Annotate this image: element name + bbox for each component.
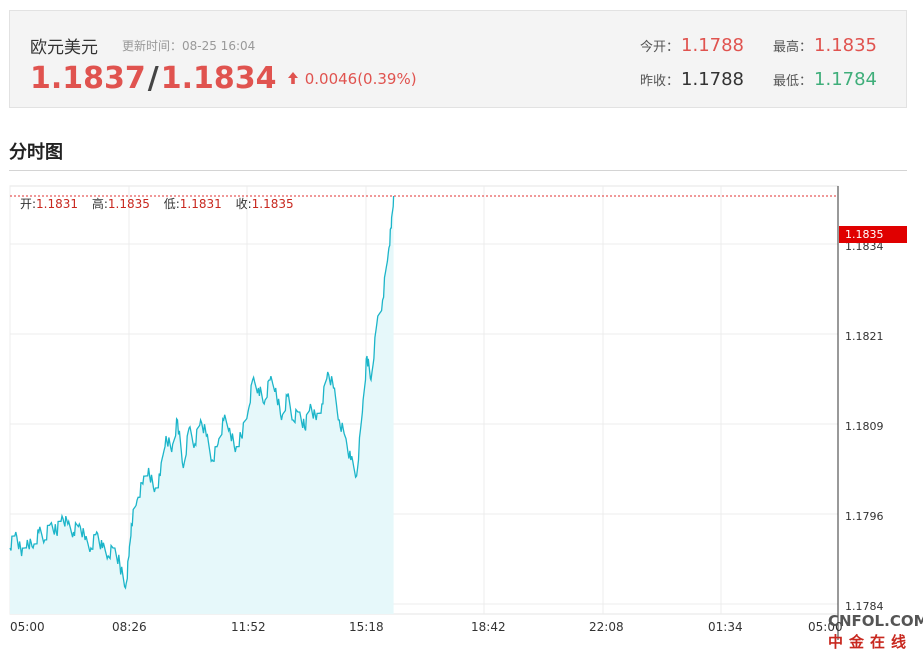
ohlc-low-value: 1.1831 — [179, 197, 222, 211]
y-tick-label: 1.1809 — [845, 420, 884, 433]
bid-price: 1.1837 — [30, 61, 146, 96]
stat-prev-close: 昨收： 1.1788 — [640, 69, 744, 90]
low-label: 最低： — [773, 74, 813, 89]
high-value: 1.1835 — [814, 35, 877, 56]
x-tick-label: 01:34 — [708, 620, 743, 634]
price-line: 1.1837/1.1834 0.0046(0.39%) — [30, 61, 417, 97]
x-tick-label: 18:42 — [471, 620, 506, 634]
update-time: 更新时间：08-25 16:04 — [122, 39, 256, 53]
prev-close-label: 昨收： — [640, 74, 680, 89]
x-tick-label: 11:52 — [231, 620, 266, 634]
price-separator: / — [147, 61, 159, 96]
y-tick-label: 1.1821 — [845, 330, 884, 343]
ohlc-high-label: 高: — [91, 197, 108, 211]
section-divider — [9, 170, 907, 171]
ask-price: 1.1834 — [160, 61, 277, 96]
x-tick-label: 08:26 — [112, 620, 147, 634]
cnfol-watermark: CNFOL.COM 中金在线 — [826, 612, 923, 651]
stat-today-open: 今开： 1.1788 — [640, 35, 744, 56]
ohlc-high-value: 1.1835 — [107, 197, 150, 211]
ohlc-close-label: 收: — [235, 197, 252, 211]
price-change: 0.0046(0.39%) — [304, 69, 417, 88]
ohlc-close-value: 1.1835 — [251, 197, 294, 211]
ohlc-open-label: 开: — [20, 197, 37, 211]
high-label: 最高： — [773, 40, 813, 55]
price-line-series — [9, 195, 395, 590]
ohlc-readout: 开:1.1831 高:1.1835 低:1.1831 收:1.1835 — [20, 195, 294, 212]
today-open-value: 1.1788 — [681, 35, 744, 56]
last-price-tag: 1.1835 — [839, 226, 907, 243]
section-title: 分时图 — [9, 142, 63, 163]
x-tick-label: 05:00 — [808, 620, 843, 634]
x-tick-label: 15:18 — [349, 620, 384, 634]
today-open-label: 今开： — [640, 40, 680, 55]
ohlc-open-value: 1.1831 — [36, 197, 79, 211]
stat-high: 最高： 1.1835 — [773, 35, 877, 56]
prev-close-value: 1.1788 — [681, 69, 744, 90]
watermark-domain: CNFOL.COM — [828, 612, 923, 630]
pair-name: 欧元美元 — [30, 38, 98, 58]
y-tick-label: 1.1834 — [845, 240, 884, 253]
price-area-fill — [10, 196, 394, 614]
x-tick-label: 05:00 — [10, 620, 45, 634]
stat-low: 最低： 1.1784 — [773, 69, 877, 90]
quote-header: 欧元美元 更新时间：08-25 16:04 1.1837/1.1834 0.00… — [9, 10, 907, 108]
low-value: 1.1784 — [814, 69, 877, 90]
y-tick-label: 1.1796 — [845, 510, 884, 523]
watermark-brand: 中金在线 — [828, 633, 913, 651]
up-arrow-icon — [287, 69, 298, 88]
y-tick-label: 1.1784 — [845, 600, 884, 613]
x-tick-label: 22:08 — [589, 620, 624, 634]
ohlc-low-label: 低: — [163, 197, 180, 211]
